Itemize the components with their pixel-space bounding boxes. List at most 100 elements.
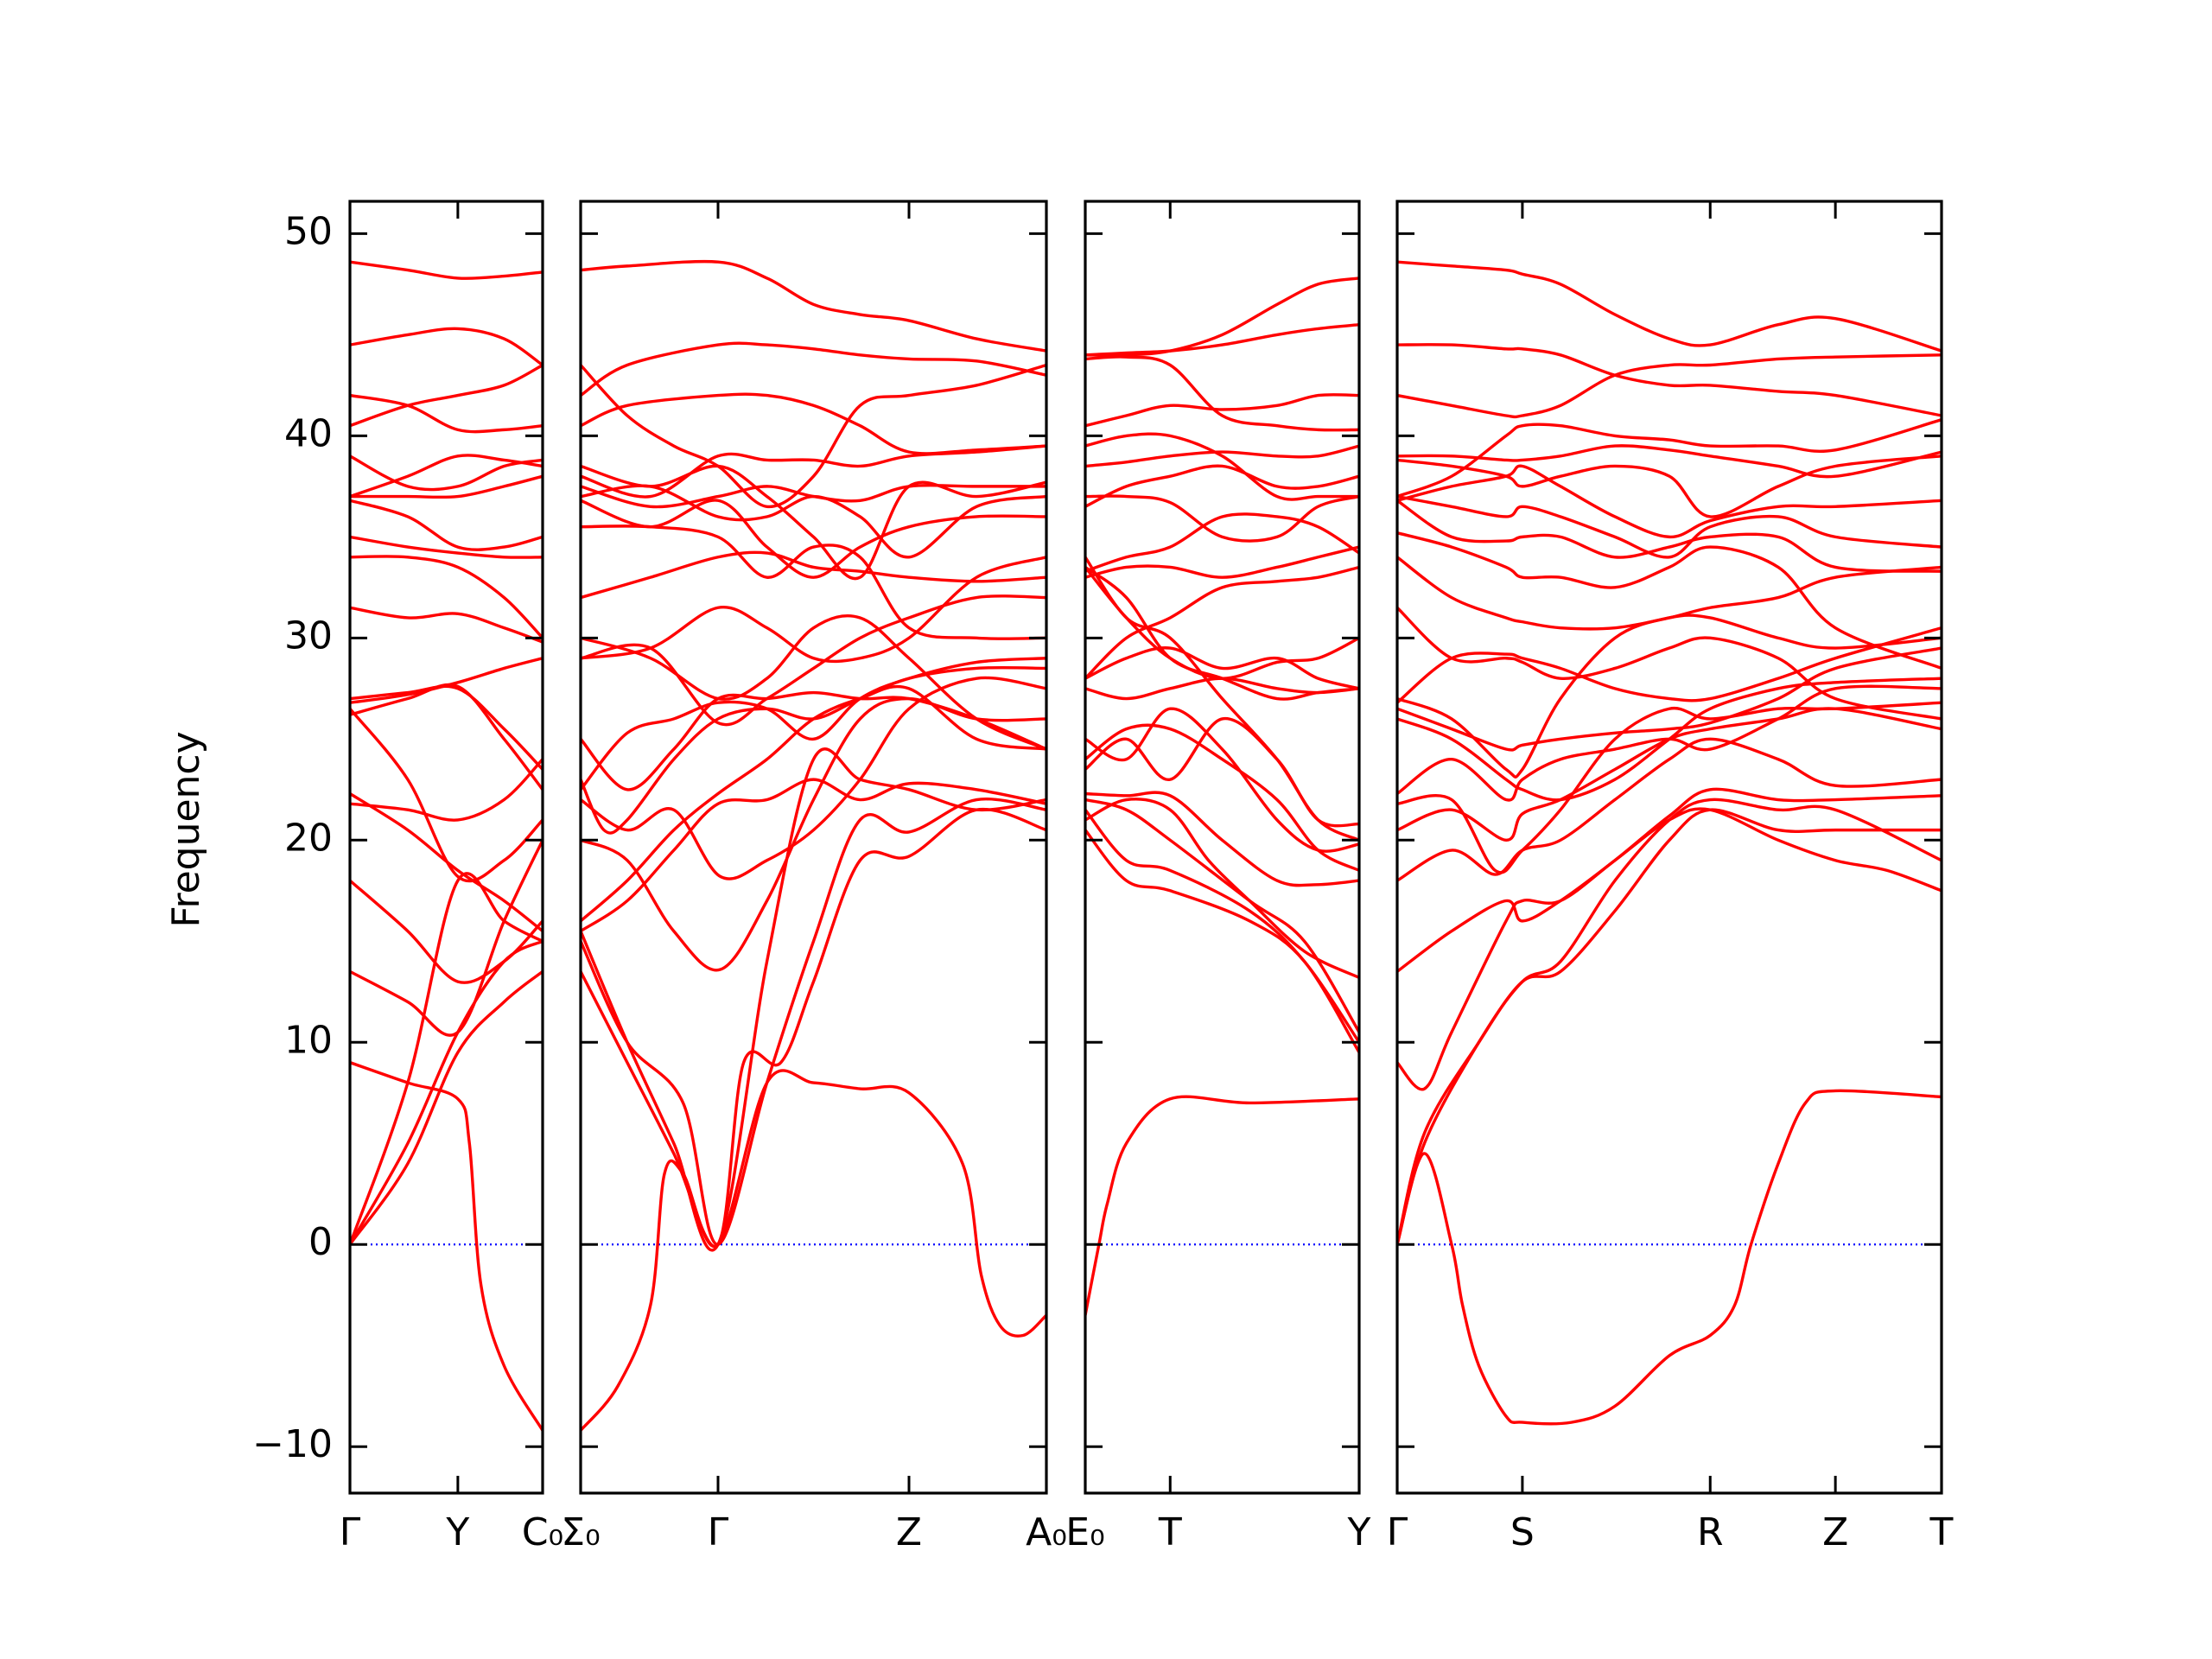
band-lines bbox=[350, 260, 543, 1432]
panel-frame bbox=[1084, 200, 1361, 1495]
y-tick-label: 20 bbox=[284, 816, 333, 860]
band-2 bbox=[581, 807, 1046, 1249]
band-18 bbox=[350, 454, 543, 492]
band-6 bbox=[581, 684, 1046, 923]
band-19 bbox=[1397, 464, 1942, 539]
band-14 bbox=[581, 556, 1046, 664]
x-tick-label: Z bbox=[1822, 1510, 1848, 1554]
panel-frame bbox=[348, 200, 544, 1495]
band-15 bbox=[1397, 556, 1942, 631]
band-17 bbox=[1397, 499, 1942, 573]
y-tick-label: 40 bbox=[284, 411, 333, 455]
x-tick-label: Γ bbox=[708, 1510, 729, 1554]
band-22 bbox=[581, 363, 1046, 508]
band-1 bbox=[1397, 1089, 1942, 1426]
x-tick-label: T bbox=[1158, 1510, 1182, 1554]
band-12 bbox=[581, 594, 1046, 727]
band-5 bbox=[1397, 787, 1942, 973]
y-tick-label: 0 bbox=[308, 1220, 333, 1264]
band-1 bbox=[350, 970, 543, 1246]
band-23 bbox=[350, 260, 543, 280]
band-10 bbox=[581, 657, 1046, 791]
band-25 bbox=[581, 259, 1046, 353]
band-11 bbox=[1085, 646, 1359, 690]
x-tick-label: Σ₀ bbox=[561, 1510, 600, 1554]
band-25 bbox=[1085, 276, 1359, 357]
panel-3: E₀ T Y bbox=[1065, 200, 1371, 1554]
x-tick-label: T bbox=[1929, 1510, 1954, 1554]
band-lines bbox=[1397, 260, 1942, 1426]
panel-frame bbox=[579, 200, 1048, 1495]
x-tick-label: C₀ bbox=[522, 1510, 563, 1554]
x-tick-label: Γ bbox=[1387, 1510, 1408, 1554]
x-tick-label: A₀ bbox=[1026, 1510, 1067, 1554]
band-25 bbox=[1397, 260, 1942, 353]
band-20 bbox=[581, 464, 1046, 581]
band-5 bbox=[1085, 798, 1359, 979]
band-20 bbox=[1085, 444, 1359, 468]
band-18 bbox=[1085, 494, 1359, 543]
band-21 bbox=[1397, 444, 1942, 479]
band-15 bbox=[1085, 565, 1359, 680]
band-lines bbox=[1085, 276, 1359, 1316]
band-17 bbox=[581, 499, 1046, 579]
band-5 bbox=[581, 778, 1046, 933]
y-tick-label: −10 bbox=[252, 1422, 333, 1466]
panel-1: Γ Y C₀ bbox=[340, 200, 563, 1554]
band-4 bbox=[350, 1061, 543, 1432]
band-5 bbox=[350, 839, 543, 1037]
band-4 bbox=[1397, 798, 1942, 1245]
band-16 bbox=[1085, 545, 1359, 579]
band-10 bbox=[350, 683, 543, 791]
x-tick-label: Z bbox=[896, 1510, 922, 1554]
band-8 bbox=[1085, 707, 1359, 853]
band-7 bbox=[350, 758, 543, 822]
band-23 bbox=[581, 392, 1046, 455]
band-19 bbox=[350, 454, 543, 499]
band-8 bbox=[581, 676, 1046, 880]
band-3 bbox=[1397, 808, 1942, 1245]
band-4 bbox=[581, 747, 1046, 1252]
x-tick-label: Y bbox=[1347, 1510, 1371, 1554]
band-19 bbox=[1085, 464, 1359, 508]
band-8 bbox=[350, 792, 543, 932]
band-13 bbox=[1085, 556, 1359, 842]
x-tick-label: E₀ bbox=[1065, 1510, 1104, 1554]
band-12 bbox=[1397, 613, 1942, 779]
band-6 bbox=[1085, 791, 1359, 887]
band-16 bbox=[350, 499, 543, 551]
band-24 bbox=[1085, 323, 1359, 357]
band-20 bbox=[350, 364, 543, 428]
band-23 bbox=[1085, 355, 1359, 432]
band-13 bbox=[350, 606, 543, 644]
y-tick-label: 30 bbox=[284, 613, 333, 658]
band-lines bbox=[581, 259, 1046, 1432]
band-21 bbox=[581, 444, 1046, 499]
band-16 bbox=[1397, 531, 1942, 671]
y-axis-label: Frequency bbox=[164, 731, 208, 927]
x-tick-label: S bbox=[1510, 1510, 1535, 1554]
band-21 bbox=[1085, 432, 1359, 501]
band-15 bbox=[581, 550, 1046, 600]
band-24 bbox=[581, 341, 1046, 397]
x-tick-label: Γ bbox=[340, 1510, 361, 1554]
y-tick-label: 50 bbox=[284, 209, 333, 253]
band-14 bbox=[1085, 566, 1359, 701]
band-11 bbox=[581, 690, 1046, 791]
band-22 bbox=[1397, 418, 1942, 499]
y-tick-label: 10 bbox=[284, 1018, 333, 1062]
band-12 bbox=[350, 657, 543, 704]
band-6 bbox=[350, 879, 543, 984]
band-18 bbox=[1397, 494, 1942, 559]
band-19 bbox=[581, 483, 1046, 509]
band-17 bbox=[1085, 512, 1359, 573]
band-13 bbox=[581, 613, 1046, 751]
band-24 bbox=[1397, 343, 1942, 417]
band-14 bbox=[1397, 607, 1942, 721]
band-7 bbox=[1397, 707, 1942, 842]
band-9 bbox=[1397, 684, 1942, 802]
band-21 bbox=[350, 393, 543, 434]
